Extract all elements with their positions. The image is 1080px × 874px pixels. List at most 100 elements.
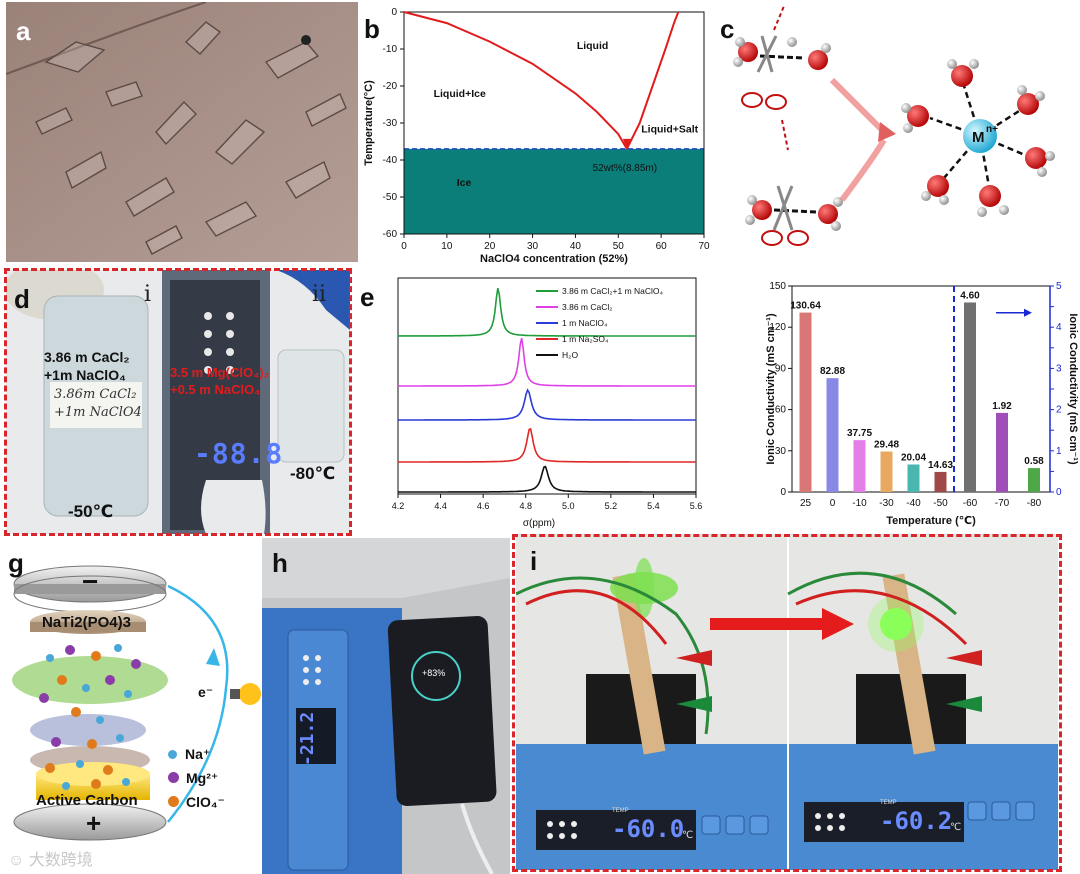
- panel-c-hydration-diagram: c: [712, 0, 1080, 262]
- sub-label-i: i: [144, 282, 152, 307]
- control-buttons-left: [701, 801, 1035, 835]
- temp-label-2: -80℃: [290, 464, 336, 483]
- x-axis-label: NaClO4 concentration (52%): [480, 253, 628, 265]
- x-tick-label: 0: [830, 498, 836, 509]
- sample1-label: 3.86 m CaCl₂ +1m NaClO₄: [44, 348, 130, 384]
- scissors-icon-bottom: [761, 185, 809, 246]
- unit-right: ℃: [950, 822, 962, 833]
- na-dot-icon: [168, 750, 177, 759]
- y-left-tick-label: 0: [780, 487, 786, 498]
- panel-i-frame: [512, 534, 1062, 872]
- panel-label-e: e: [360, 282, 375, 312]
- circuit-wire: [167, 584, 229, 823]
- panel-label-b: b: [364, 14, 380, 44]
- bar-0: [826, 378, 839, 492]
- y-tick-label: 0: [391, 7, 397, 18]
- bar-label-0: 82.88: [820, 366, 845, 377]
- phone-charging-photo: [262, 538, 510, 874]
- y-right-axis-label: Ionic Conductivity (mS cm⁻¹): [1067, 313, 1079, 465]
- x-tick-label: 5.2: [605, 501, 618, 511]
- x-tick-label: -40: [906, 498, 921, 509]
- x-tick-label: 40: [570, 241, 582, 252]
- y-right-tick-label: 5: [1056, 281, 1062, 292]
- x-tick-label: 30: [527, 241, 539, 252]
- x-tick-label: 4.8: [519, 501, 532, 511]
- y-right-tick-label: 0: [1056, 487, 1062, 498]
- legend-label-2: 1 m NaClO₄: [562, 318, 608, 328]
- x-tick-label: 4.4: [434, 501, 447, 511]
- y-axis-label: Temperature(°C): [363, 80, 375, 166]
- nmr-spectrum-1: [398, 338, 696, 387]
- red-arrow-icon: [710, 608, 854, 640]
- eutectic-marker: [622, 138, 631, 149]
- nmr-spectrum-0: [397, 288, 696, 337]
- y-left-tick-label: 150: [769, 281, 786, 292]
- region-label: Liquid: [577, 40, 609, 52]
- nmr-spectrum-3: [398, 427, 696, 463]
- x-tick-label: 0: [401, 241, 407, 252]
- region-label: Liquid+Salt: [641, 123, 698, 135]
- legend-mg: Mg²⁺: [168, 766, 225, 790]
- sample2-line2: +0.5 m NaClO₄: [170, 382, 261, 397]
- x-tick-label: 5.4: [647, 501, 660, 511]
- ice-crystal-micrograph: [6, 2, 358, 262]
- x-tick-label: 4.2: [392, 501, 405, 511]
- y-left-tick-label: 120: [769, 322, 786, 333]
- sub-label-ii: ii: [312, 282, 327, 307]
- bar-label--60: 4.60: [960, 290, 980, 301]
- x-tick-label: 50: [613, 241, 625, 252]
- panel-b-phase-diagram: b 52wt%(8.85m) 0 10 20 30 40 50 60 70 0 -10 -20 -30 -…: [358, 0, 712, 270]
- x-tick-label: 25: [800, 498, 812, 509]
- arrow-head-icon: [878, 122, 896, 142]
- y-tick-label: -10: [383, 44, 398, 55]
- x-tick-label: 10: [441, 241, 453, 252]
- panel-label-d: d: [14, 284, 30, 314]
- y-tick-label: -60: [383, 229, 398, 240]
- water-pair-bottom: [745, 195, 843, 231]
- battery-schematic: [12, 565, 261, 841]
- x-tick-label: -30: [879, 498, 894, 509]
- temp-tag-right: TEMP: [880, 800, 897, 806]
- sample1-line2: +1m NaClO₄: [44, 367, 126, 383]
- ion-charge: n+: [986, 124, 998, 135]
- bulb-icon: [230, 683, 261, 705]
- legend-na: Na⁺: [168, 742, 225, 766]
- x-tick-label: 60: [656, 241, 668, 252]
- freezer-display-right: -60.2: [880, 807, 953, 835]
- anode-label: NaTi2(PO4)3: [42, 614, 131, 631]
- x-axis-label: Temperature (℃): [886, 515, 976, 527]
- bar--40: [907, 464, 920, 492]
- x-tick-label: -60: [963, 498, 978, 509]
- panel-e-nmr: e 3.86 m CaCl₂+1 m NaClO₄ 3.86 m CaCl₂ 1 m…: [352, 272, 714, 534]
- bar--50: [934, 471, 947, 492]
- bar-label--50: 14.63: [928, 460, 953, 471]
- cathode-label: Active Carbon: [36, 792, 138, 809]
- bar-label--30: 29.48: [874, 440, 899, 451]
- legend-clo4: ClO₄⁻: [168, 790, 225, 814]
- bar-label--40: 20.04: [901, 452, 926, 463]
- right-axis-arrow-head: [1024, 308, 1032, 317]
- x-tick-label: 4.6: [477, 501, 490, 511]
- legend-mg-label: Mg²⁺: [186, 770, 219, 786]
- ion-legend: Na⁺ Mg²⁺ ClO₄⁻: [168, 742, 225, 814]
- sample1-line1: 3.86 m CaCl₂: [44, 349, 130, 365]
- x-tick-label: 20: [484, 241, 496, 252]
- phone-percent: +83%: [422, 668, 446, 678]
- sample2-label: 3.5 m Mg(ClO₄)₂ +0.5 m NaClO₄: [170, 364, 269, 398]
- legend-label-0: 3.86 m CaCl₂+1 m NaClO₄: [562, 286, 664, 296]
- x-tick-label: -70: [995, 498, 1010, 509]
- y-tick-label: -20: [383, 81, 398, 92]
- y-left-tick-label: 60: [775, 405, 787, 416]
- legend-label-4: H₂O: [562, 350, 578, 360]
- electron-arrow-icon: [206, 648, 220, 666]
- bar-label--70: 1.92: [992, 401, 1012, 412]
- minus-terminal: −: [82, 566, 99, 597]
- panel-h-photo: -21.2 +83% h: [262, 538, 510, 874]
- nmr-chart: 3.86 m CaCl₂+1 m NaClO₄ 3.86 m CaCl₂ 1 m N…: [392, 277, 702, 529]
- fan-demo-photo: [516, 534, 1058, 870]
- phase-curve-0: [403, 11, 628, 150]
- handwritten-label: 3.86m CaCl₂ +1m NaClO4: [54, 386, 142, 422]
- sample2-line1: 3.5 m Mg(ClO₄)₂: [170, 365, 270, 380]
- legend-label-3: 1 m Na₂SO₄: [562, 334, 609, 344]
- ice-region: [404, 148, 704, 234]
